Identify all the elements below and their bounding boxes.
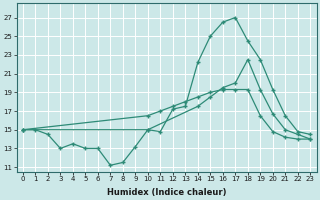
X-axis label: Humidex (Indice chaleur): Humidex (Indice chaleur) bbox=[107, 188, 226, 197]
